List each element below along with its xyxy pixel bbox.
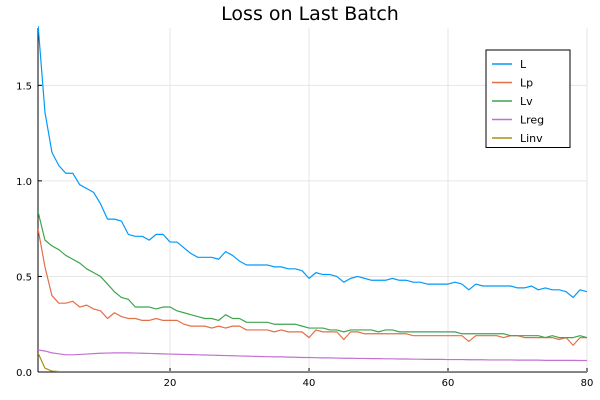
series-line-lreg (38, 349, 587, 362)
legend-label: Lp (520, 77, 533, 90)
series-lines (38, 26, 587, 372)
series-line-l (38, 26, 587, 299)
series-line-lp (38, 228, 587, 346)
x-tick-label: 20 (164, 378, 177, 389)
y-tick-label: 1.5 (16, 81, 32, 92)
legend-label: Lreg (520, 114, 544, 127)
y-tick-label: 1.0 (16, 177, 32, 188)
y-tick-label: 0.5 (16, 272, 32, 283)
legend-label: Lv (520, 95, 533, 108)
series-line-lv (38, 211, 587, 339)
chart-title: Loss on Last Batch (221, 3, 399, 25)
grid-lines (38, 28, 588, 373)
x-tick-label: 60 (442, 378, 455, 389)
legend-label: Linv (520, 132, 543, 145)
x-tick-label: 80 (581, 378, 594, 389)
x-tick-label: 40 (303, 378, 316, 389)
y-tick-label: 0.0 (16, 368, 32, 379)
series-line-linv (38, 352, 587, 372)
legend: L Lp Lv Lreg Linv (485, 49, 571, 148)
legend-box (485, 49, 571, 148)
legend-label: L (520, 58, 527, 71)
